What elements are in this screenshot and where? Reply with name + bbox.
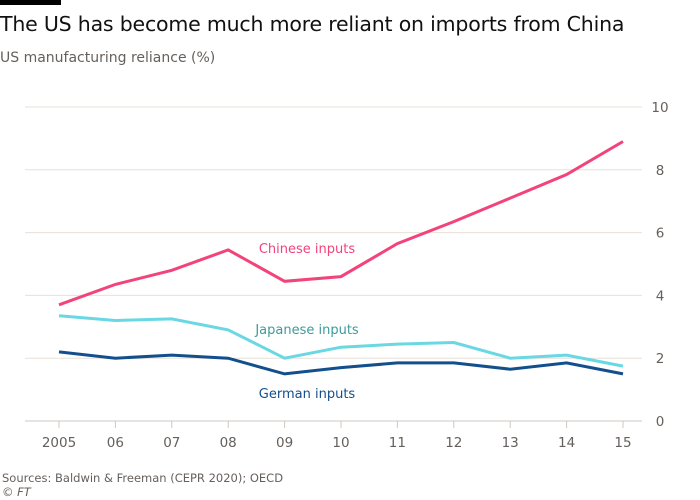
- x-tick-label: 13: [502, 435, 519, 451]
- y-tick-label: 10: [651, 100, 668, 116]
- x-tick-label: 15: [614, 435, 631, 451]
- x-tick-label: 08: [220, 435, 237, 451]
- x-tick-label: 06: [107, 435, 124, 451]
- series-label-chinese-inputs: Chinese inputs: [259, 242, 356, 257]
- y-tick-label: 4: [656, 288, 665, 304]
- x-tick-label: 2005: [42, 435, 76, 451]
- series-line-japanese-inputs: [58, 314, 624, 368]
- y-tick-label: 8: [656, 163, 665, 179]
- series-lines: [58, 140, 624, 376]
- x-tick-label: 14: [558, 435, 575, 451]
- x-axis: 2005 06 07 08 09 10 11 12 13 14 15: [42, 421, 632, 451]
- series-label-german-inputs: German inputs: [259, 387, 356, 402]
- x-tick-label: 10: [332, 435, 349, 451]
- credit: © FT: [2, 485, 31, 499]
- chart-subtitle: US manufacturing reliance (%): [0, 50, 216, 66]
- series-line-chinese-inputs: [58, 140, 624, 307]
- y-tick-label: 6: [656, 226, 665, 242]
- x-tick-label: 12: [445, 435, 462, 451]
- gridlines: [25, 106, 642, 422]
- x-tick-label: 09: [276, 435, 293, 451]
- x-tick-label: 07: [163, 435, 180, 451]
- header-accent-bar: [0, 0, 61, 5]
- series-labels: Chinese inputs Japanese inputs German inpu…: [254, 242, 359, 402]
- y-tick-label: 2: [656, 351, 665, 367]
- chart-title: The US has become much more reliant on i…: [0, 12, 625, 36]
- y-tick-label: 0: [656, 414, 665, 430]
- y-axis: 0 2 4 6 8 10: [651, 100, 668, 430]
- series-line-german-inputs: [58, 350, 624, 376]
- source-note: Sources: Baldwin & Freeman (CEPR 2020); …: [2, 471, 284, 485]
- series-label-japanese-inputs: Japanese inputs: [254, 323, 359, 338]
- x-tick-label: 11: [389, 435, 406, 451]
